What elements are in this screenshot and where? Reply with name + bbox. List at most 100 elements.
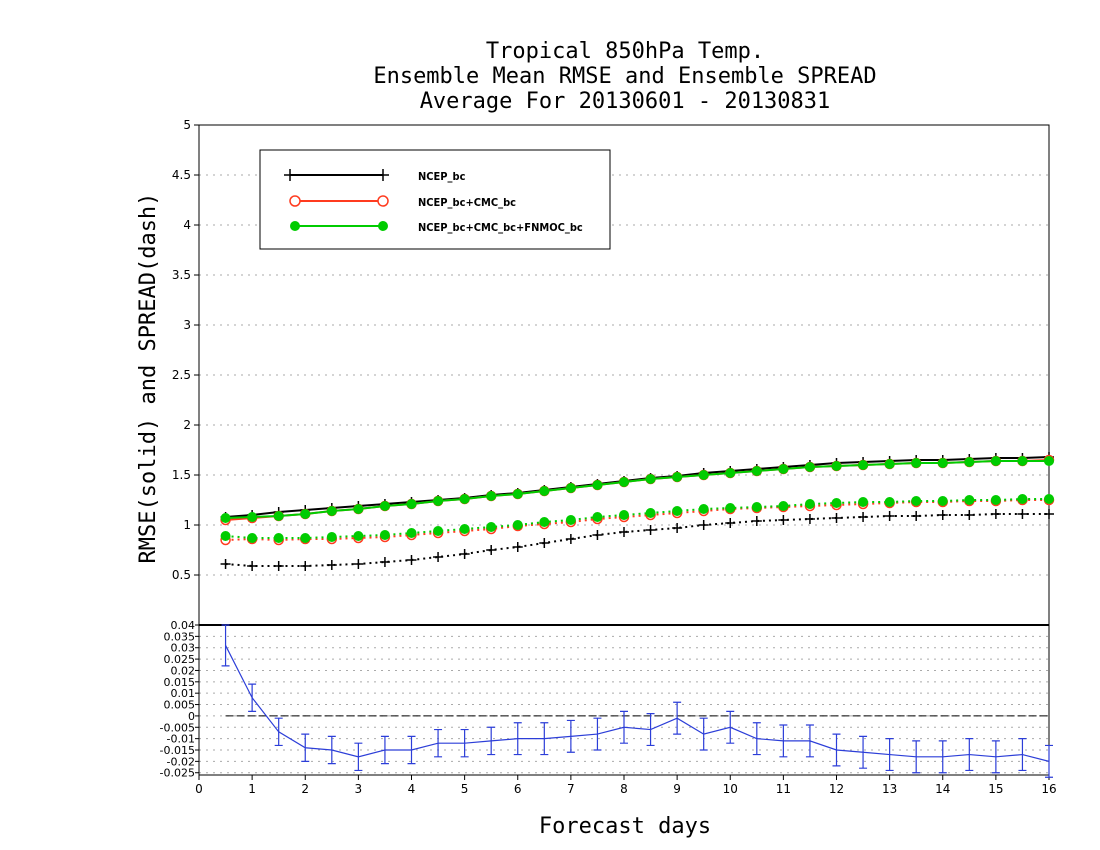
error-bar [327,735,336,765]
spread-point [911,511,922,521]
spread-point [592,530,603,540]
spread-point [672,523,683,533]
legend-box [259,149,611,250]
top-plot: 0.5 1 1.5 2 2.5 3 3.5 4 4.5 5 [172,118,1055,626]
rmse-point [725,468,736,478]
error-bar [991,740,1000,774]
error-bar [540,722,549,756]
rmse-point [486,491,497,501]
rmse-point [645,474,656,484]
rmse-line [225,459,1050,521]
x-tick-label: 12 [829,782,844,796]
spread-point [273,561,284,571]
error-bar [1018,738,1027,772]
rmse-point [220,513,231,523]
bottom-plot: 0.040.0350.030.0250.020.0150.010.0050-0.… [160,619,1057,796]
spread-point [433,552,444,562]
spread-point [353,531,364,541]
spread-point [778,501,789,511]
spread-point [778,515,789,525]
rmse-point [751,466,762,476]
spread-point [565,534,576,544]
rmse-point [273,511,284,521]
spread-point [379,530,390,540]
x-tick-label: 14 [935,782,950,796]
rmse-point [831,461,842,471]
rmse-point [858,460,869,470]
y-tick-label: 4 [183,218,191,232]
spread-point [804,514,815,524]
spread-point [645,525,656,535]
chart-title: Tropical 850hPa Temp. Ensemble Mean RMSE… [373,39,876,114]
x-tick-label: 2 [301,782,309,796]
x-tick-label: 7 [567,782,575,796]
spread-point [619,527,629,537]
rmse-point [379,501,390,511]
spread-point [486,545,497,555]
error-bar [513,722,522,756]
error-bar [805,724,814,758]
y-tick-label: -0.015 [160,744,195,757]
error-bar [593,717,602,751]
error-bar [274,717,283,747]
rmse-point [778,464,789,474]
error-bar [354,742,363,772]
y-tick-label: 5 [183,118,191,132]
legend-label-ncep-cmc-fnmoc: NCEP_bc+CMC_bc+FNMOC_bc [418,221,583,234]
rmse-point [884,459,895,469]
y-tick-label: 0.02 [171,664,196,677]
legend: NCEP_bc NCEP_bc+CMC_bc NCEP_bc+CMC_bc+FN… [259,149,611,250]
x-tick-label: 16 [1041,782,1056,796]
spread-point [698,520,709,530]
error-bar [380,735,389,765]
spread-point [911,496,922,506]
spread-point [326,532,337,542]
rmse-point [592,480,603,490]
spread-point [990,509,1001,519]
rmse-point [964,457,975,467]
rmse-point [1017,456,1028,466]
spread-point [512,520,523,530]
spread-point [300,561,311,571]
spread-point [619,510,629,520]
y-tick-label: 1.5 [172,468,191,482]
title-line-1: Tropical 850hPa Temp. [486,39,764,64]
x-axis-label: Forecast days [539,814,711,839]
y-tick-label: 3 [183,318,191,332]
spread-point [539,517,550,527]
x-tick-label: 1 [248,782,256,796]
spread-point [937,510,948,520]
rmse-point [937,458,948,468]
error-bar [407,735,416,765]
error-bar [566,719,575,753]
spread-point [725,518,736,528]
rmse-point [539,486,550,496]
rmse-point [698,470,709,480]
rmse-point [433,496,444,506]
rmse-point [512,489,523,499]
rmse-point [565,483,576,493]
rmse-point [990,456,1001,466]
rmse-point [353,504,364,514]
spread-point [1017,509,1028,519]
x-tick-label: 3 [355,782,363,796]
y-tick-label: 0.035 [164,630,196,643]
y-tick-label: -0.01 [167,733,195,746]
spread-point [247,533,258,543]
y-tick-label: 1 [183,518,191,532]
spread-point [486,522,497,532]
y-tick-label: 2.5 [172,368,191,382]
spread-point [1044,494,1054,504]
spread-point [831,513,842,523]
spread-point [353,559,364,569]
spread-point [645,508,656,518]
spread-point [512,542,523,552]
y-tick-label: -0.025 [160,767,195,780]
x-tick-label: 5 [461,782,469,796]
legend-entry-ncep-cmc: NCEP_bc+CMC_bc [289,195,516,209]
rmse-point [804,462,815,472]
error-bar [1045,744,1053,778]
spread-point [964,510,975,520]
y-tick-label: 4.5 [172,168,191,182]
